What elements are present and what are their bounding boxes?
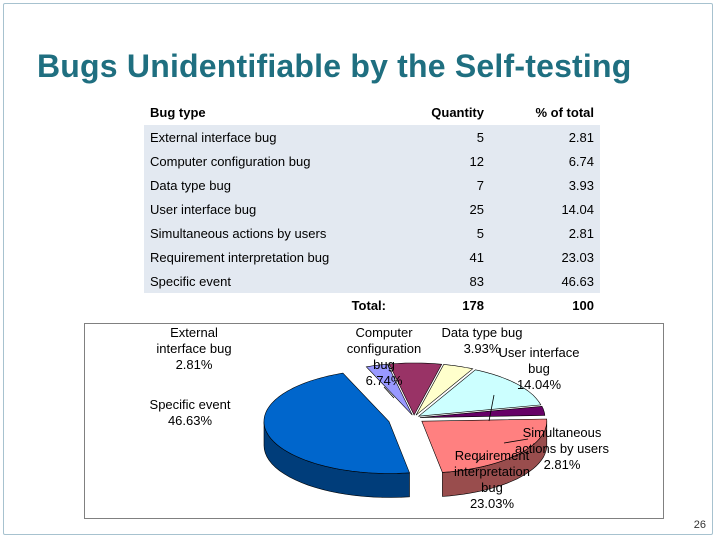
table-row: Data type bug 7 3.93 — [144, 173, 600, 197]
pie-slice — [263, 372, 410, 474]
page-number: 26 — [693, 519, 706, 531]
cell-type: User interface bug — [144, 197, 400, 221]
leader-line — [383, 386, 395, 399]
bug-table: Bug type Quantity % of total External in… — [144, 99, 600, 317]
cell-percent: 3.93 — [494, 173, 600, 197]
pie-data-label: Requirement interpretation bug 23.03% — [454, 448, 530, 511]
leader-line — [503, 438, 529, 444]
total-quantity: 178 — [462, 297, 484, 313]
pie-data-label: Data type bug 3.93% — [442, 325, 523, 356]
cell-percent: 23.03 — [494, 245, 600, 269]
cell-percent: 2.81 — [494, 221, 600, 245]
cell-percent: 46.63 — [494, 269, 600, 293]
cell-type: Requirement interpretation bug — [144, 245, 400, 269]
cell-percent: 2.81 — [494, 125, 600, 149]
pie-data-label: Computer configuration bug 6.74% — [347, 325, 421, 388]
pie-slice — [415, 364, 474, 416]
cell-type: External interface bug — [144, 125, 400, 149]
leader-line — [475, 454, 485, 464]
cell-quantity: 83 — [400, 269, 494, 293]
pie-chart-area: External interface bug 2.81% Computer config… — [84, 323, 664, 519]
table-row: Simultaneous actions by users 5 2.81 — [144, 221, 600, 245]
table-total-row: Total: 178 100 — [144, 293, 600, 317]
table-row: Specific event 83 46.63 — [144, 269, 600, 293]
header-bug-type: Bug type — [150, 104, 206, 120]
pie-slice — [421, 418, 548, 473]
pie-slice — [419, 405, 546, 418]
cell-type: Specific event — [144, 269, 400, 293]
pie-slice — [365, 363, 413, 416]
pie-slice — [388, 362, 443, 416]
table-row: Computer configuration bug 12 6.74 — [144, 149, 600, 173]
cell-quantity: 5 — [400, 125, 494, 149]
header-percent: % of total — [535, 104, 595, 120]
cell-quantity: 25 — [400, 197, 494, 221]
total-label: Total: — [351, 297, 386, 313]
cell-quantity: 12 — [400, 149, 494, 173]
table-header-row: Bug type Quantity % of total — [144, 99, 600, 125]
pie-data-label: Specific event 46.63% — [150, 397, 231, 428]
cell-quantity: 7 — [400, 173, 494, 197]
slide-frame — [3, 3, 713, 535]
table-row: User interface bug 25 14.04 — [144, 197, 600, 221]
table-row: Requirement interpretation bug 41 23.03 — [144, 245, 600, 269]
pie-data-label: User interface bug 14.04% — [499, 345, 580, 392]
cell-quantity: 5 — [400, 221, 494, 245]
pie-data-label: Simultaneous actions by users 2.81% — [515, 425, 609, 472]
pie-data-label: External interface bug 2.81% — [156, 325, 231, 372]
total-percent: 100 — [572, 297, 594, 313]
table-row: External interface bug 5 2.81 — [144, 125, 600, 149]
header-quantity: Quantity — [431, 104, 484, 120]
cell-quantity: 41 — [400, 245, 494, 269]
pie-slice — [417, 369, 542, 417]
cell-percent: 6.74 — [494, 149, 600, 173]
pie-chart: External interface bug 2.81% Computer config… — [84, 323, 664, 519]
cell-type: Computer configuration bug — [144, 149, 400, 173]
cell-type: Data type bug — [144, 173, 400, 197]
cell-type: Simultaneous actions by users — [144, 221, 400, 245]
leader-line — [488, 394, 495, 422]
cell-percent: 14.04 — [494, 197, 600, 221]
slide-title: Bugs Unidentifiable by the Self-testing — [37, 48, 632, 84]
